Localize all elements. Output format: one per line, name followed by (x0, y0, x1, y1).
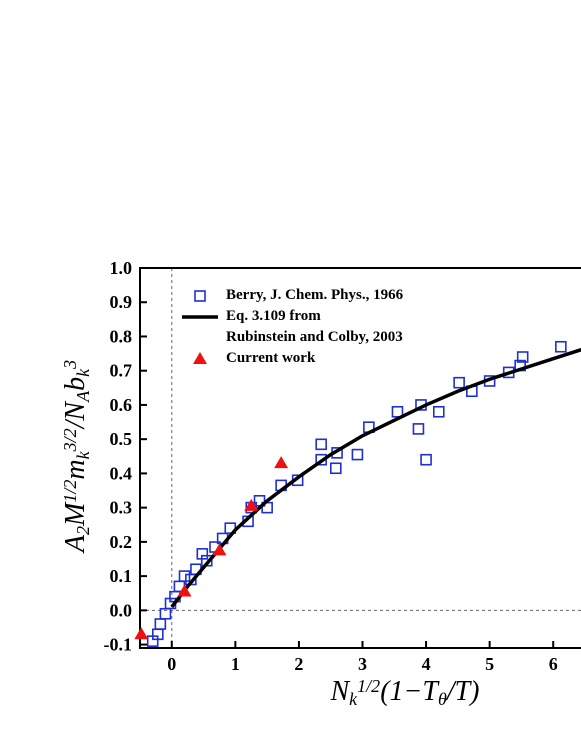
x-axis-label-part: 1/2 (357, 676, 380, 696)
y-axis-label-part: A (60, 534, 91, 554)
x-axis-label-part: /T) (445, 676, 480, 707)
x-axis-label-part: (1−T (380, 676, 440, 707)
square-marker (329, 462, 342, 475)
y-axis-label: A2M1/2mk3/2/NAbk3 (60, 360, 93, 554)
y-tick-label: 1.0 (110, 258, 133, 278)
y-tick-label: 0.2 (110, 532, 133, 552)
y-axis-label-part: b (60, 377, 91, 391)
plot-data (134, 340, 581, 647)
y-tick-label: 0.0 (110, 600, 133, 620)
y-axis-label-part: 3 (60, 360, 80, 370)
y-tick-label: -0.1 (104, 635, 133, 655)
y-axis-label-part: 1/2 (60, 480, 80, 503)
square-marker (178, 570, 191, 582)
y-tick-label: 0.4 (110, 463, 133, 483)
y-tick-label: 0.9 (110, 292, 133, 312)
y-tick-label: 0.5 (110, 429, 133, 449)
square-marker (351, 448, 364, 461)
triangle-marker (177, 584, 192, 597)
x-axis-label-part: k (349, 689, 358, 709)
legend-entry: Berry, J. Chem. Phys., 1966 (226, 287, 404, 303)
y-tick-label: 0.8 (110, 326, 133, 346)
x-tick-label: 6 (549, 654, 558, 674)
legend-square (194, 290, 206, 302)
y-tick-label: 0.3 (110, 498, 133, 518)
x-tick-label: 1 (231, 654, 240, 674)
square-marker (154, 618, 167, 630)
y-axis-label-part: /N (60, 401, 91, 431)
square-marker (453, 376, 465, 389)
y-axis-label-part: m (60, 459, 91, 479)
square-marker (555, 340, 567, 353)
square-marker (420, 453, 432, 466)
y-axis-label-part: 2 (73, 526, 93, 535)
y-axis-label-part: k (73, 450, 93, 459)
square-marker (432, 405, 445, 418)
triangle-marker (244, 498, 259, 511)
y-axis-label-part: k (73, 368, 93, 377)
x-tick-label: 0 (167, 654, 176, 674)
legend-entry: Current work (226, 350, 316, 366)
x-tick-label: 2 (294, 654, 303, 674)
square-marker (391, 405, 404, 418)
y-tick-label: 0.6 (110, 395, 133, 415)
triangle-marker (274, 456, 289, 469)
y-axis-label-part: A (73, 390, 93, 403)
x-tick-label: 5 (485, 654, 494, 674)
legend-label: Current work (226, 350, 316, 366)
x-axis-label: Nk1/2(1−Tθ/T) (329, 676, 479, 709)
y-axis-label-part: M (60, 501, 91, 527)
legend-triangle (193, 352, 207, 364)
legend-entry: Eq. 3.109 from Rubinstein and Colby, 200… (226, 308, 403, 345)
x-axis-label-part: θ (438, 689, 447, 709)
y-tick-label: 0.7 (110, 361, 133, 381)
triangle-marker (212, 543, 227, 556)
x-tick-label: 4 (422, 654, 431, 674)
legend-label: Eq. 3.109 from Rubinstein and Colby, 200… (226, 308, 403, 345)
x-axis-label-part: N (329, 676, 350, 707)
square-marker (315, 438, 327, 451)
legend-label: Berry, J. Chem. Phys., 1966 (226, 287, 404, 303)
square-marker (412, 423, 425, 435)
square-marker (516, 351, 529, 363)
y-axis-label-part: 3/2 (60, 428, 80, 452)
triangle-marker (134, 627, 149, 640)
x-tick-label: 3 (358, 654, 367, 674)
y-tick-label: 0.1 (110, 566, 133, 586)
